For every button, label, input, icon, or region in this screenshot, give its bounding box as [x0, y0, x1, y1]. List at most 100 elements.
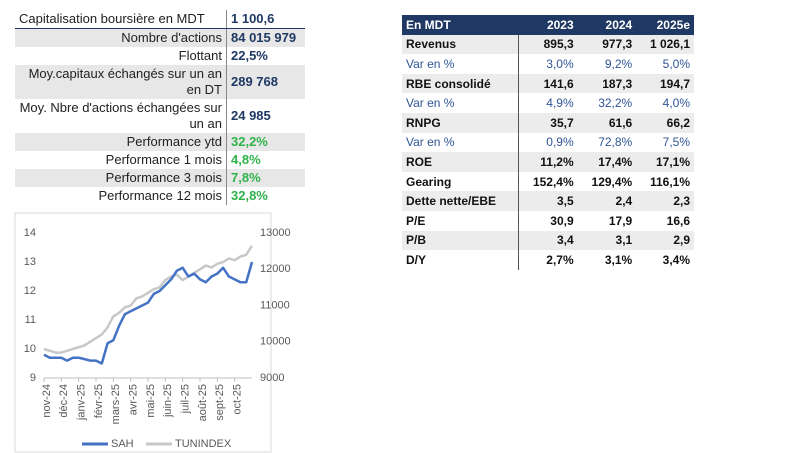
header-cell: En MDT — [402, 15, 519, 35]
x-tick-label: oct-25 — [232, 384, 244, 415]
cell: 4,9% — [546, 96, 574, 111]
row-label: Flottant — [178, 48, 222, 63]
cell: 152,4% — [532, 174, 574, 189]
row-label: Performance 1 mois — [105, 152, 222, 167]
cell: 7,5% — [662, 135, 690, 150]
row: Moy. Nbre d'actions échangées sur un an 2… — [15, 99, 305, 133]
row: Moy.capitaux échangés sur un an en DT 289… — [15, 65, 305, 99]
cell: 3,5 — [518, 191, 578, 211]
cell: 4,0% — [662, 96, 690, 111]
row: P/E 30,9 17,9 16,6 — [402, 210, 694, 231]
cell: RBE consolidé — [402, 73, 519, 94]
header-row: En MDT 2023 2024 2025e — [402, 15, 694, 35]
row: RNPG 35,7 61,6 66,2 — [402, 112, 694, 133]
row-value: 4,8% — [226, 151, 305, 169]
cell: 977,3 — [577, 34, 637, 55]
row: Capitalisation boursière en MDT 1 100,6 — [15, 10, 305, 29]
cell: Dette nette/EBE — [402, 191, 519, 211]
x-tick-label: févr-25 — [93, 384, 105, 418]
legend-label: SAH — [111, 438, 134, 450]
market-table: Capitalisation boursière en MDT 1 100,6 No… — [15, 10, 305, 205]
cell: 5,0% — [662, 56, 690, 71]
cell: Revenus — [402, 34, 519, 55]
cell: 9,2% — [604, 56, 633, 71]
cell: 3,0% — [546, 56, 574, 71]
financials-table: En MDT 2023 2024 2025e Revenus 895,3 977,3 1 02… — [402, 15, 694, 270]
y-tick-label: 11 — [25, 314, 36, 326]
cell: 895,3 — [518, 34, 578, 55]
row: Revenus 895,3 977,3 1 026,1 — [402, 34, 694, 55]
cell: Gearing — [402, 171, 519, 192]
cell: 3,4 — [518, 230, 578, 251]
header-cell: 2024 — [577, 15, 637, 35]
header-cell: 2023 — [518, 15, 578, 35]
x-tick-label: janv-25 — [76, 384, 88, 421]
cell: Var en % — [402, 54, 519, 74]
row-value: 84 015 979 — [226, 28, 305, 47]
row-value: 22,5% — [226, 47, 305, 65]
cell: 61,6 — [577, 112, 637, 133]
cell: 2,7% — [546, 252, 574, 267]
chart-frame — [14, 212, 272, 453]
cell: 11,2% — [518, 152, 578, 172]
legend-label: TUNINDEX — [175, 438, 232, 450]
y2-tick-label: 9000 — [260, 372, 284, 384]
row: Var en % 4,9% 32,2% 4,0% — [402, 93, 694, 113]
cell: P/E — [402, 210, 519, 231]
cell: P/B — [402, 230, 519, 251]
row: Nombre d'actions 84 015 979 — [15, 28, 305, 47]
x-tick-label: sept-25 — [214, 384, 226, 421]
y-tick-label: 13 — [24, 256, 36, 268]
x-tick-label: avr-25 — [128, 384, 140, 415]
y-tick-label: 14 — [24, 227, 36, 239]
cell: 3,1% — [604, 252, 633, 267]
row-value: 1 100,6 — [226, 10, 305, 29]
cell: 66,2 — [636, 112, 694, 133]
x-tick-label: nov-24 — [41, 384, 53, 418]
x-tick-label: mai-25 — [145, 384, 157, 418]
row: D/Y 2,7% 3,1% 3,4% — [402, 250, 694, 270]
cell: 2,9 — [636, 230, 694, 251]
cell: 2,4 — [577, 191, 637, 211]
y2-tick-label: 10000 — [260, 336, 291, 348]
row-value: 7,8% — [226, 169, 305, 187]
row: Performance ytd 32,2% — [15, 133, 305, 151]
row: Performance 3 mois 7,8% — [15, 169, 305, 187]
cell: 16,6 — [666, 213, 690, 228]
row: Var en % 3,0% 9,2% 5,0% — [402, 54, 694, 74]
row: Gearing 152,4% 129,4% 116,1% — [402, 171, 694, 192]
y-tick-label: 9 — [30, 372, 36, 384]
row-label: Performance 3 mois — [15, 169, 227, 187]
cell: 187,3 — [577, 73, 637, 94]
row-label: Moy.capitaux échangés sur un an en DT — [15, 65, 227, 99]
cell: D/Y — [402, 250, 519, 270]
row: Dette nette/EBE 3,5 2,4 2,3 — [402, 191, 694, 211]
cell: 194,7 — [636, 73, 694, 94]
cell: Var en % — [402, 93, 519, 113]
row-label: Performance 12 mois — [98, 188, 222, 203]
row: RBE consolidé 141,6 187,3 194,7 — [402, 73, 694, 94]
row: Performance 12 mois 32,8% — [15, 187, 305, 205]
row-value: 32,8% — [226, 187, 305, 205]
x-tick-label: août-25 — [197, 384, 209, 421]
x-tick-label: juil-25 — [180, 384, 192, 414]
row-label: Nombre d'actions — [15, 28, 227, 47]
row-value: 24 985 — [226, 99, 305, 133]
cell: 17,4% — [577, 152, 637, 172]
row: Var en % 0,9% 72,8% 7,5% — [402, 132, 694, 153]
row-label: Moy. Nbre d'actions échangées sur un an — [19, 100, 222, 131]
line-series — [43, 245, 254, 354]
row: Performance 1 mois 4,8% — [15, 151, 305, 169]
cell: 0,9% — [546, 135, 574, 150]
cell: 17,1% — [636, 152, 694, 172]
cell: Var en % — [402, 132, 519, 153]
row: ROE 11,2% 17,4% 17,1% — [402, 152, 694, 172]
y-tick-label: 10 — [24, 343, 36, 355]
cell: 116,1% — [649, 174, 690, 189]
row: P/B 3,4 3,1 2,9 — [402, 230, 694, 251]
x-tick-label: juin-25 — [162, 384, 174, 418]
cell: 3,4% — [662, 252, 690, 267]
cell: 30,9 — [550, 213, 574, 228]
